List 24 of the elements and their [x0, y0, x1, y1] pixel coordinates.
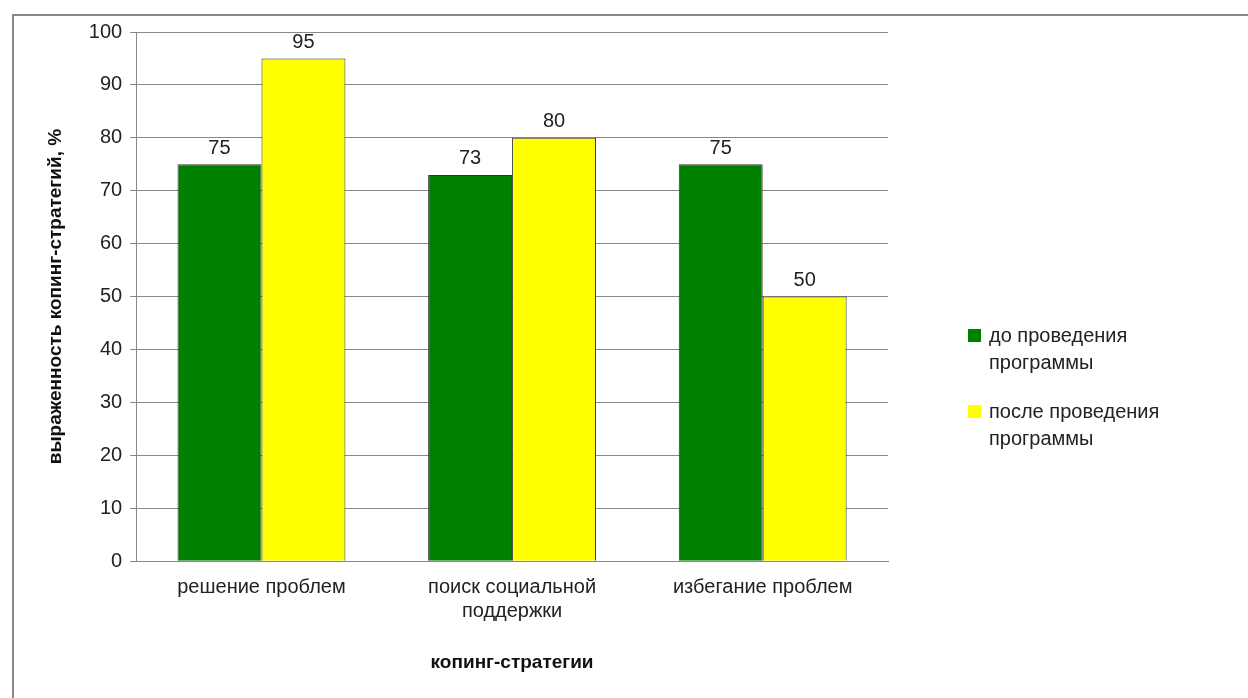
legend-label: до проведения программы: [989, 323, 1129, 375]
y-tick-label: 100: [88, 19, 123, 42]
data-label: 75: [208, 135, 231, 158]
y-tick-label: 40: [99, 337, 123, 360]
y-tick-label: 60: [99, 231, 123, 254]
data-label: 80: [542, 109, 566, 132]
y-tick-label: 50: [99, 284, 123, 307]
legend-label: после проведения программы: [989, 399, 1161, 451]
data-label: 75: [709, 135, 732, 158]
y-tick-label: 0: [111, 548, 123, 571]
x-tick-label: решение проблем: [177, 574, 346, 597]
y-tick-label: 20: [99, 442, 123, 465]
y-axis-title: выраженность копинг-стратегий, %: [43, 128, 65, 465]
data-label: 73: [458, 146, 482, 169]
x-tick-label: избегание проблем: [672, 574, 853, 597]
data-label: 95: [292, 29, 315, 52]
y-tick-label: 10: [99, 495, 123, 518]
x-axis-title: копинг-стратегии: [430, 650, 594, 672]
y-tick-label: 90: [99, 72, 123, 95]
x-tick-label: поиск социальной поддержки: [428, 574, 597, 621]
y-tick-label: 80: [99, 125, 123, 148]
y-tick-label: 30: [99, 389, 123, 412]
data-label: 50: [793, 268, 816, 291]
y-tick-label: 70: [99, 178, 123, 201]
